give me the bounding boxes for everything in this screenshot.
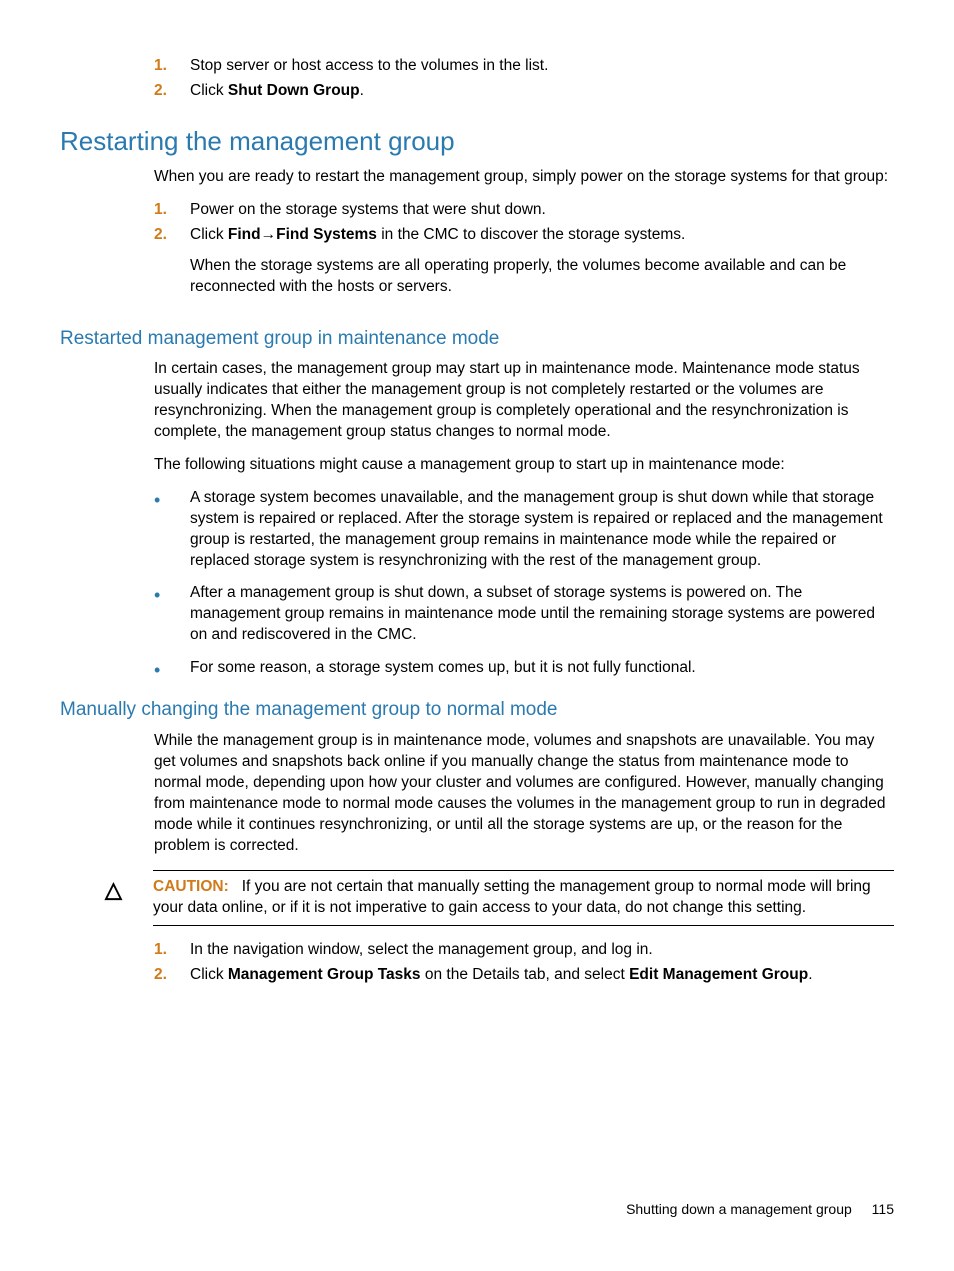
caution-block: △ CAUTION: If you are not certain that m… [105, 870, 894, 926]
step-number: 1. [154, 940, 190, 961]
bullet-text: After a management group is shut down, a… [190, 583, 894, 646]
page-number: 115 [872, 1201, 894, 1217]
caution-text: CAUTION: If you are not certain that man… [153, 877, 894, 919]
page-content: 1. Stop server or host access to the vol… [0, 0, 954, 986]
paragraph: When the storage systems are all operati… [190, 256, 894, 298]
bullet-icon: • [154, 583, 190, 646]
step-number: 2. [154, 965, 190, 986]
bullet-text: A storage system becomes unavailable, an… [190, 488, 894, 572]
list-item: 2. Click Shut Down Group. [154, 81, 894, 102]
step-number: 1. [154, 200, 190, 221]
step-text: Click Shut Down Group. [190, 81, 894, 102]
page-footer: Shutting down a management group 115 [626, 1200, 894, 1219]
list-item: 1. In the navigation window, select the … [154, 940, 894, 961]
step-text: In the navigation window, select the man… [190, 940, 894, 961]
subsection-heading-normal-mode: Manually changing the management group t… [60, 697, 894, 723]
step-text: Power on the storage systems that were s… [190, 200, 894, 221]
section-body: When you are ready to restart the manage… [154, 167, 894, 308]
caution-icon: △ [105, 877, 153, 919]
step-text: Stop server or host access to the volume… [190, 56, 894, 77]
step-number: 2. [154, 225, 190, 308]
step-number: 2. [154, 81, 190, 102]
subsection-heading-maintenance: Restarted management group in maintenanc… [60, 326, 894, 352]
list-item: 1. Stop server or host access to the vol… [154, 56, 894, 77]
subsection-body: In certain cases, the management group m… [154, 359, 894, 679]
paragraph: The following situations might cause a m… [154, 455, 894, 476]
list-item: 2. Click Find→Find Systems in the CMC to… [154, 225, 894, 308]
step-text: Click Find→Find Systems in the CMC to di… [190, 225, 894, 308]
list-item: • After a management group is shut down,… [154, 583, 894, 646]
paragraph: In certain cases, the management group m… [154, 359, 894, 443]
final-steps: 1. In the navigation window, select the … [154, 940, 894, 986]
bullet-icon: • [154, 488, 190, 572]
paragraph: While the management group is in mainten… [154, 731, 894, 857]
divider [153, 925, 894, 926]
list-item: 2. Click Management Group Tasks on the D… [154, 965, 894, 986]
step-number: 1. [154, 56, 190, 77]
paragraph: When you are ready to restart the manage… [154, 167, 894, 188]
bullet-text: For some reason, a storage system comes … [190, 658, 894, 679]
step-text: Click Management Group Tasks on the Deta… [190, 965, 894, 986]
section-heading-restarting: Restarting the management group [60, 124, 894, 159]
intro-steps: 1. Stop server or host access to the vol… [154, 56, 894, 102]
list-item: 1. Power on the storage systems that wer… [154, 200, 894, 221]
list-item: • For some reason, a storage system come… [154, 658, 894, 679]
bullet-icon: • [154, 658, 190, 679]
subsection-body: While the management group is in mainten… [154, 731, 894, 857]
list-item: • A storage system becomes unavailable, … [154, 488, 894, 572]
footer-text: Shutting down a management group [626, 1201, 852, 1217]
